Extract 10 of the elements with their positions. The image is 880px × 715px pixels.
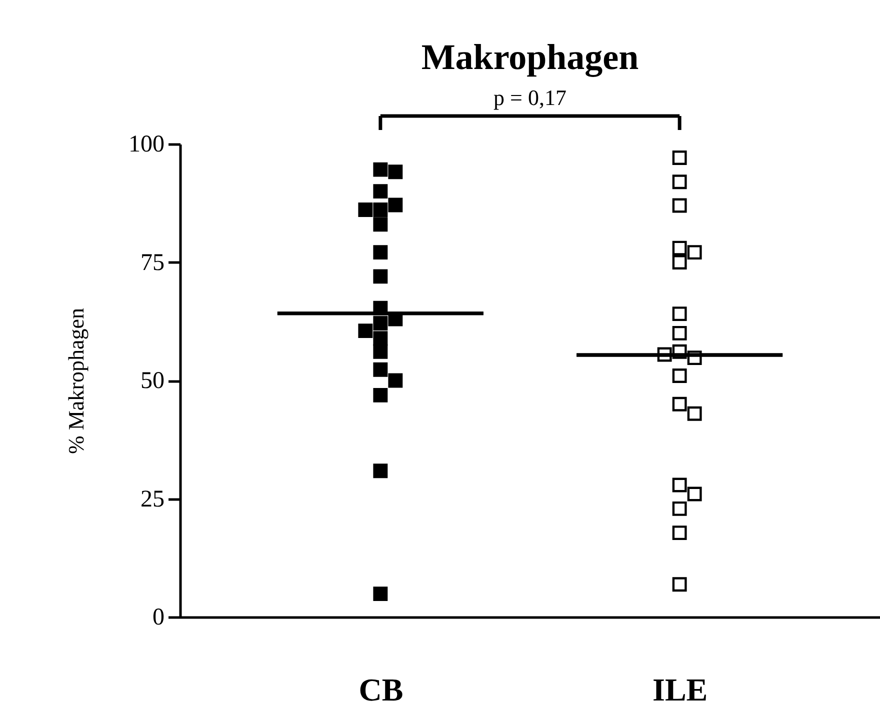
y-tick-label: 100 xyxy=(128,132,164,158)
y-tick-label: 75 xyxy=(140,250,164,276)
y-tick-label: 50 xyxy=(140,368,164,394)
y-tick-label: 25 xyxy=(140,486,164,512)
y-tick-label: 0 xyxy=(152,604,164,630)
x-tick-label: ILE xyxy=(652,672,708,708)
chart-title: Makrophagen xyxy=(421,37,639,77)
x-tick-label: CB xyxy=(358,672,404,708)
y-axis-title: % Makrophagen xyxy=(64,308,88,454)
text: p = 0,17 xyxy=(494,85,566,110)
